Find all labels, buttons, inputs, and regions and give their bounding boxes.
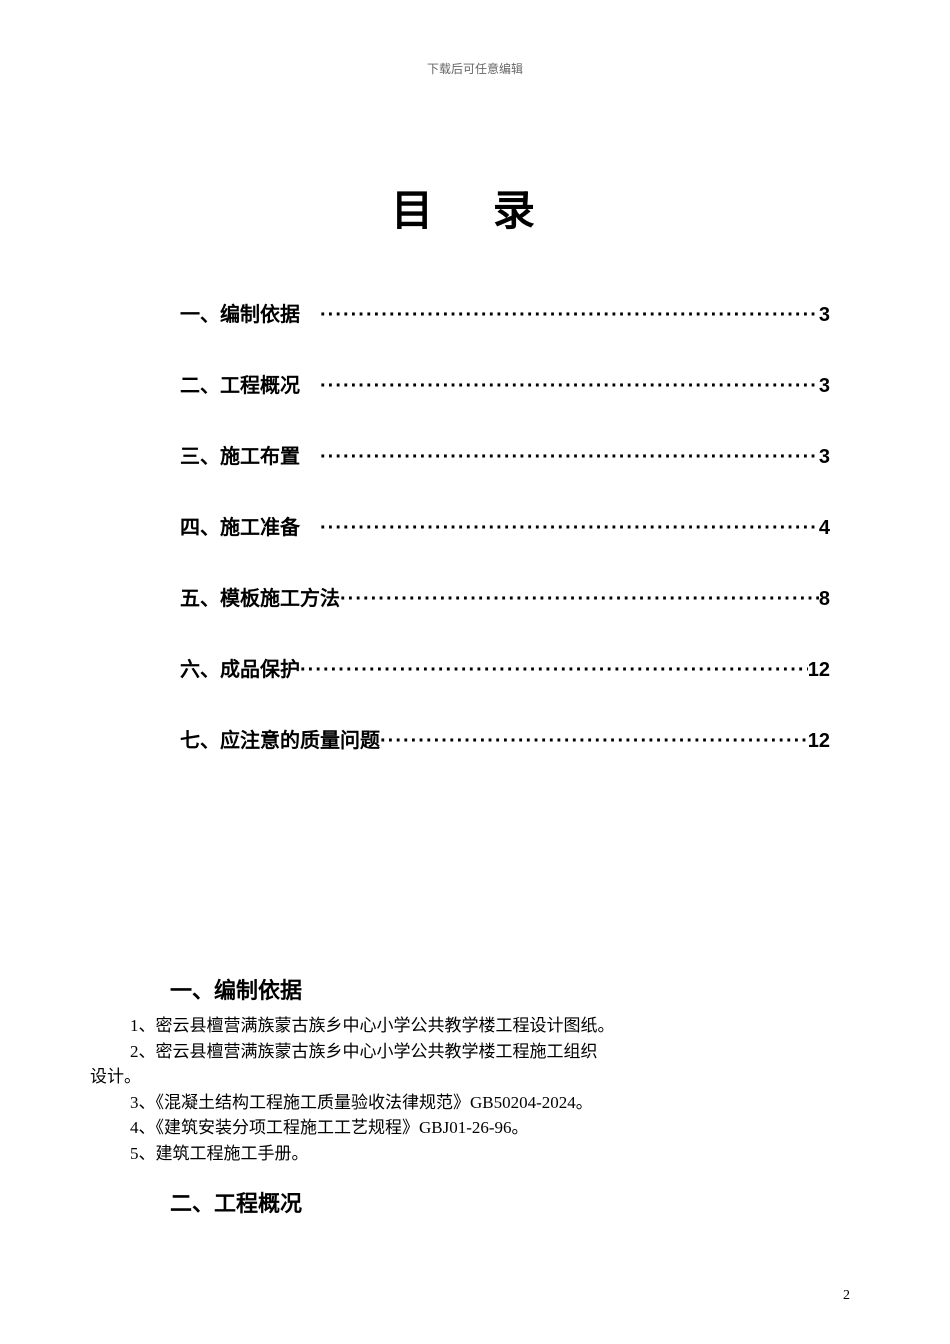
toc-item-label: 五、模板施工方法	[180, 582, 340, 611]
page-number: 2	[843, 1288, 850, 1304]
toc-item-spacer	[300, 369, 320, 398]
toc-dots: ········································…	[340, 588, 819, 611]
toc-item: 四、施工准备 ·································…	[180, 511, 830, 540]
toc-item: 五、模板施工方法 ·······························…	[180, 582, 830, 611]
toc-item-label: 四、施工准备	[180, 511, 300, 540]
toc-dots: ········································…	[380, 730, 808, 753]
toc-item-spacer	[300, 440, 320, 469]
toc-item-page: 4	[819, 517, 830, 540]
toc-item-label: 一、编制依据	[180, 298, 300, 327]
header-note: 下载后可任意编辑	[90, 60, 860, 77]
toc-dots: ········································…	[320, 446, 819, 469]
toc-dots: ········································…	[320, 375, 819, 398]
section-1-title: 一、编制依据	[90, 973, 860, 1005]
toc-item: 三、施工布置 ·································…	[180, 440, 830, 469]
toc-item-label: 三、施工布置	[180, 440, 300, 469]
toc-item-label: 七、应注意的质量问题	[180, 724, 380, 753]
toc-item-page: 3	[819, 375, 830, 398]
toc-item-spacer	[300, 511, 320, 540]
toc-dots: ········································…	[320, 517, 819, 540]
toc-item-label: 二、工程概况	[180, 369, 300, 398]
toc-item-page: 3	[819, 446, 830, 469]
toc-dots: ········································…	[320, 304, 819, 327]
toc-item-label: 六、成品保护	[180, 653, 300, 682]
toc-item-page: 12	[808, 730, 830, 753]
section-1-line-5: 5、建筑工程施工手册。	[90, 1141, 860, 1167]
section-1-line-4: 4、《建筑安装分项工程施工工艺规程》GBJ01-26-96。	[90, 1115, 860, 1141]
toc-item-spacer	[300, 298, 320, 327]
toc-list: 一、编制依据 ·································…	[90, 298, 860, 753]
toc-item-page: 3	[819, 304, 830, 327]
section-2-title: 二、工程概况	[90, 1186, 860, 1218]
section-1-line-2-cont: 设计。	[90, 1064, 860, 1090]
toc-item: 二、工程概况 ·································…	[180, 369, 830, 398]
toc-dots: ········································…	[300, 659, 808, 682]
toc-item-page: 12	[808, 659, 830, 682]
toc-item: 一、编制依据 ·································…	[180, 298, 830, 327]
section-1-line-3: 3、《混凝土结构工程施工质量验收法律规范》GB50204-2024。	[90, 1090, 860, 1116]
section-1-line-1: 1、密云县檀营满族蒙古族乡中心小学公共教学楼工程设计图纸。	[90, 1013, 860, 1039]
toc-item-page: 8	[819, 588, 830, 611]
toc-title: 目 录	[90, 177, 860, 238]
toc-item: 六、成品保护 ·································…	[180, 653, 830, 682]
toc-item: 七、应注意的质量问题 ·····························…	[180, 724, 830, 753]
section-1-line-2: 2、密云县檀营满族蒙古族乡中心小学公共教学楼工程施工组织	[90, 1039, 860, 1065]
